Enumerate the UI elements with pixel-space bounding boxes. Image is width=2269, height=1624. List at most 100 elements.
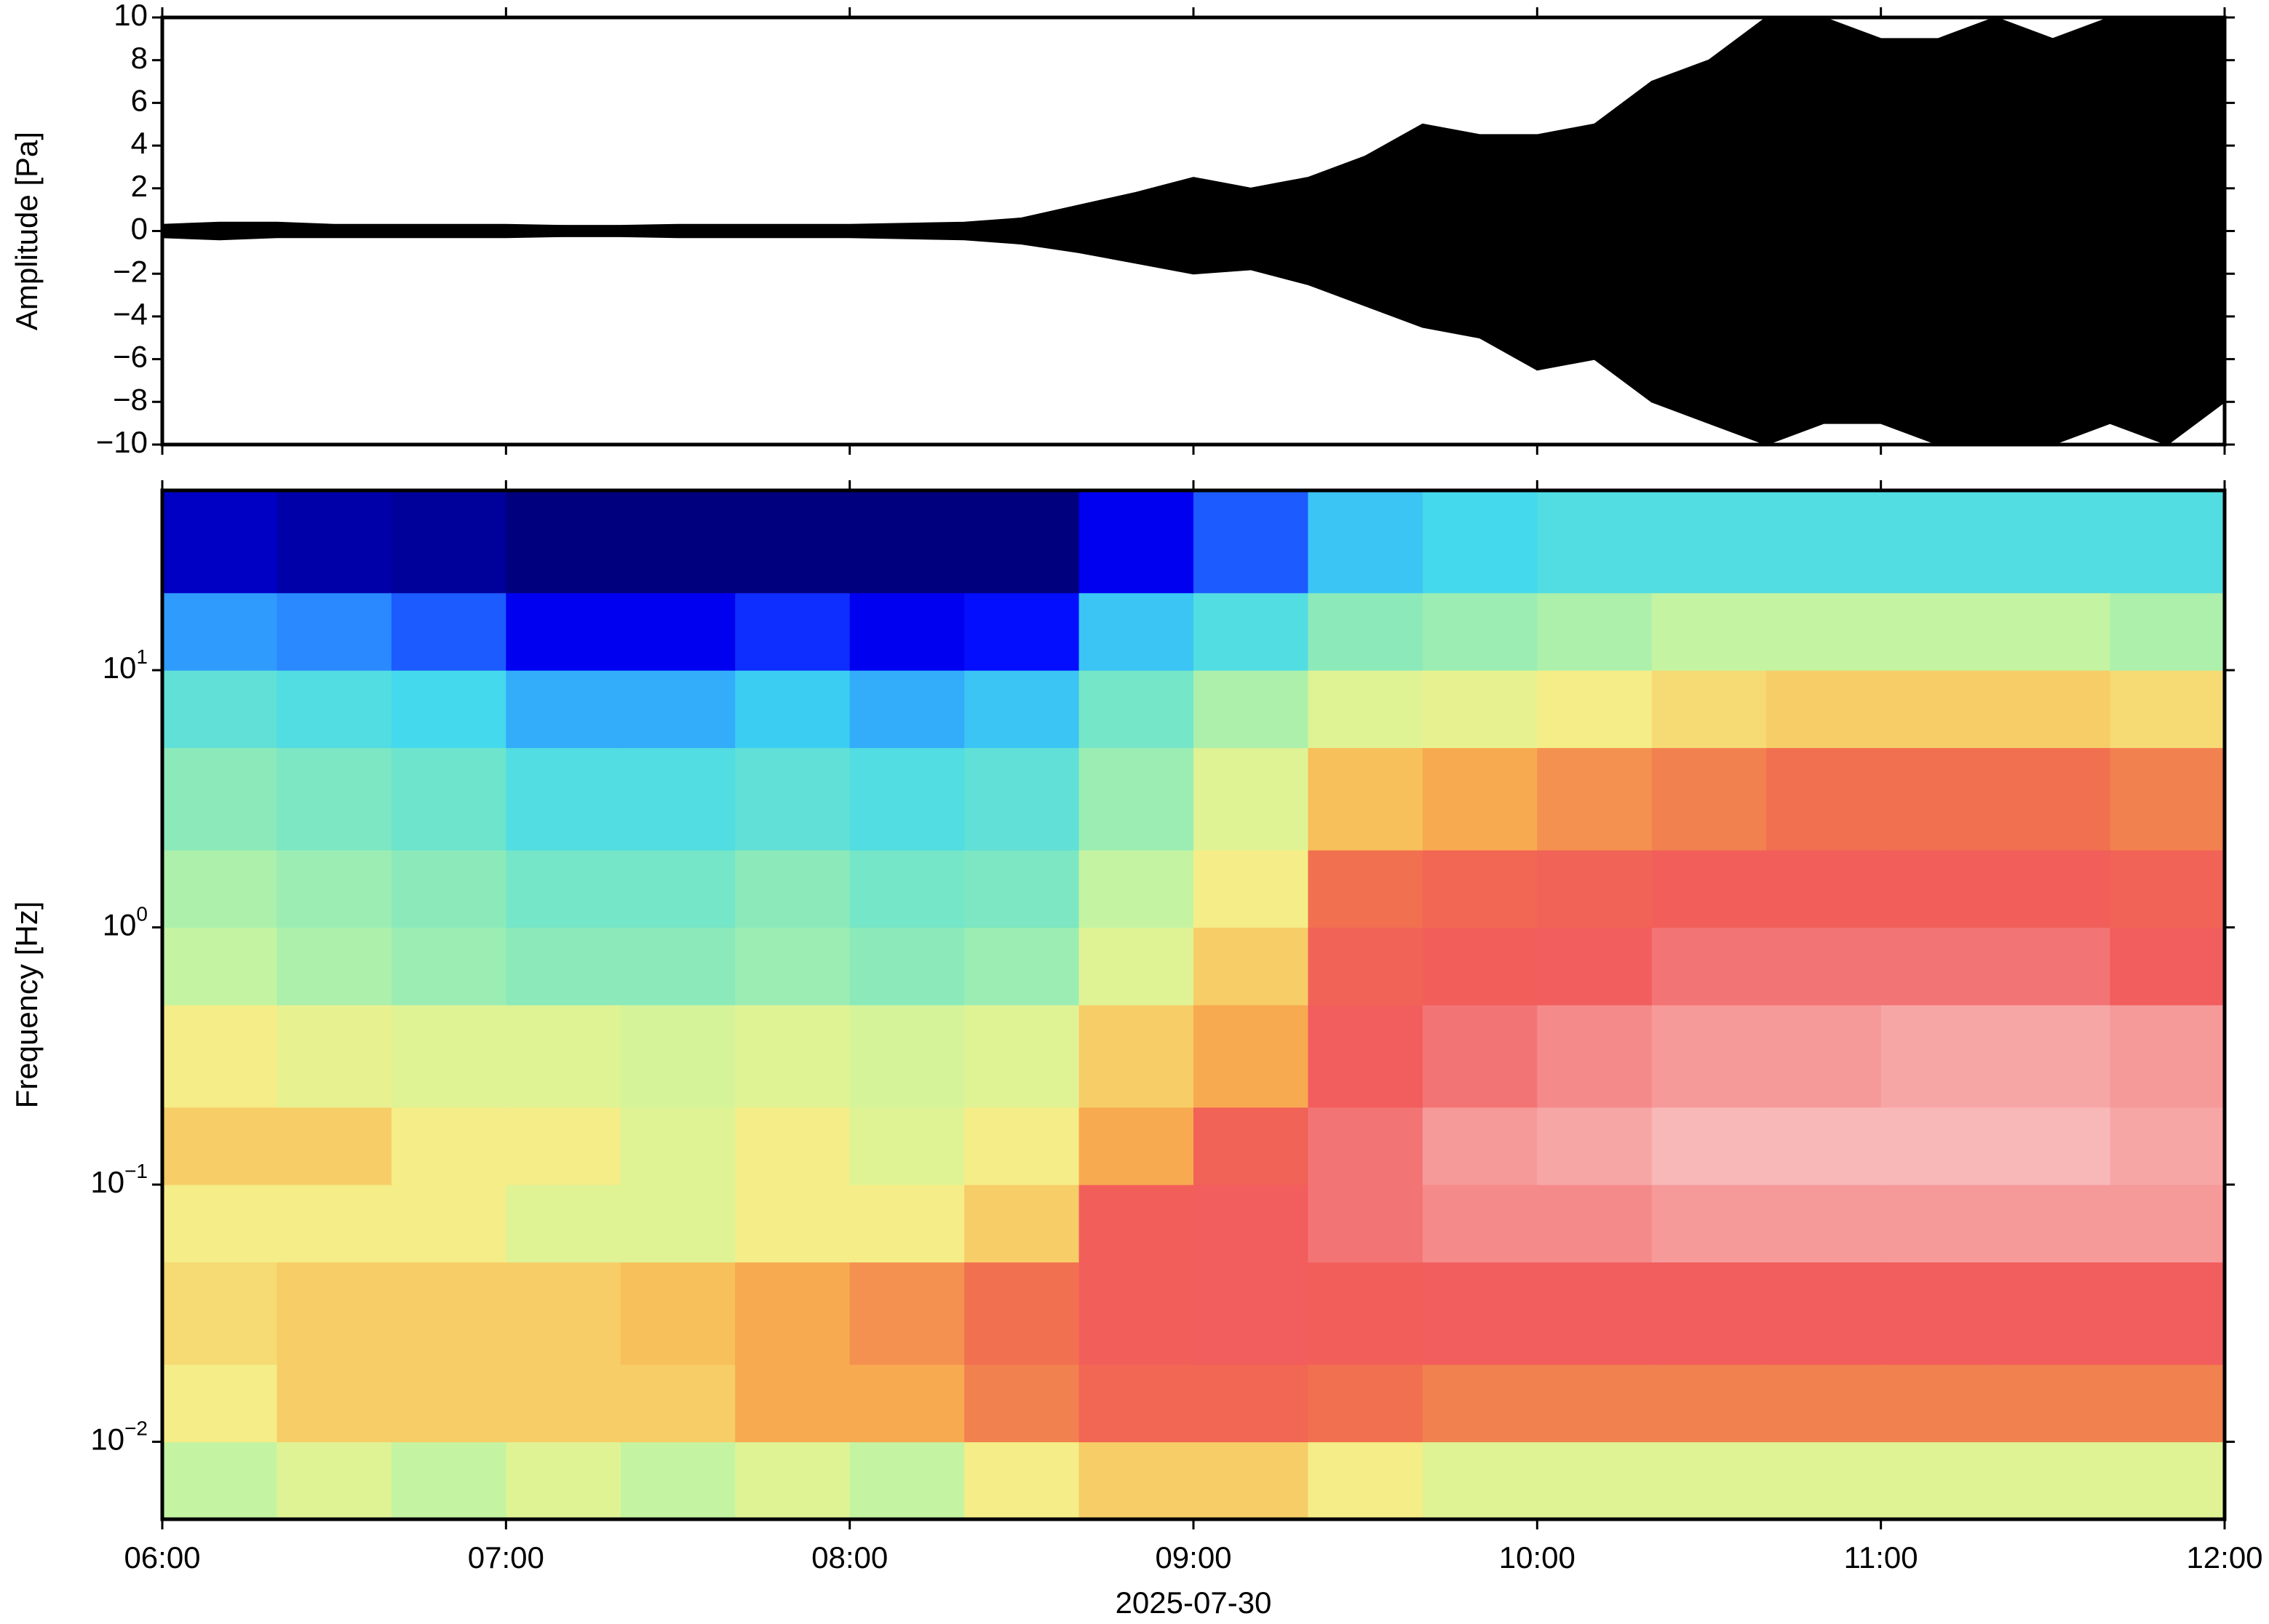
spectrogram-cell <box>277 670 392 749</box>
spectrogram-cell <box>1995 747 2111 851</box>
spectrogram-cell <box>620 670 736 749</box>
spectrogram-cell <box>1651 1107 1767 1185</box>
spectrogram-cell <box>849 1364 965 1443</box>
spectrogram-cell <box>1193 927 1309 1006</box>
spectrogram-cell <box>277 1441 392 1520</box>
waveform-envelope <box>162 16 2225 446</box>
spectrogram-cell <box>162 1185 278 1263</box>
y-tick-label: 10−2 <box>90 1417 148 1457</box>
y-tick-exponent: 0 <box>136 903 148 926</box>
spectrogram-cell <box>162 1364 278 1443</box>
spectrogram-cell <box>1422 927 1538 1006</box>
spectrogram-cell <box>1193 1005 1309 1108</box>
y-tick-base: 10 <box>103 650 137 685</box>
spectrogram-cell <box>2110 592 2225 671</box>
spectrogram-cell <box>1078 1441 1194 1520</box>
spectrogram-cell <box>391 1005 506 1108</box>
spectrogram-cell <box>1078 1185 1194 1263</box>
y-tick-label: 100 <box>103 903 148 942</box>
spectrogram-cell <box>2110 850 2225 928</box>
spectrogram-cell <box>849 1185 965 1263</box>
spectrogram-cell <box>849 850 965 928</box>
spectrogram-cell <box>2110 747 2225 851</box>
spectrogram-cell <box>1078 670 1194 749</box>
spectrogram-cell <box>162 747 278 851</box>
spectrogram-cell <box>1651 927 1767 1006</box>
spectrogram-cell <box>1651 592 1767 671</box>
spectrogram-cell <box>620 927 736 1006</box>
spectrogram-cell <box>735 1364 851 1443</box>
spectrogram-cell <box>1422 850 1538 928</box>
spectrogram-cell <box>1766 747 1882 851</box>
y-tick-label: −8 <box>113 382 148 416</box>
spectrogram-cell <box>391 1185 506 1263</box>
y-tick-label: 10 <box>114 0 148 32</box>
spectrogram-cell <box>1308 592 1423 671</box>
spectrogram-cell <box>1078 490 1194 594</box>
spectrogram-cell <box>964 1185 1080 1263</box>
spectrogram-cell <box>1651 1364 1767 1443</box>
spectrogram-cell <box>735 1005 851 1108</box>
spectrogram-cell <box>2110 670 2225 749</box>
spectrogram-cell <box>1308 1262 1423 1365</box>
spectrogram-cell <box>162 490 278 594</box>
spectrogram-cell <box>1995 490 2111 594</box>
spectrogram-cell <box>1537 747 1653 851</box>
spectrogram-cell <box>964 747 1080 851</box>
spectrogram-cell <box>1880 592 1996 671</box>
spectrogram-cell <box>1308 490 1423 594</box>
spectrogram-cell <box>735 1185 851 1263</box>
spectrogram-cell <box>735 850 851 928</box>
spectrogram-cell <box>506 927 621 1006</box>
spectrogram-cell <box>735 927 851 1006</box>
spectrogram-cell <box>277 747 392 851</box>
spectrogram-cell <box>964 1107 1080 1185</box>
x-tick-label: 07:00 <box>468 1540 544 1575</box>
spectrogram-cell <box>1766 927 1882 1006</box>
spectrogram-cell <box>1766 670 1882 749</box>
spectrogram-cell <box>1308 1364 1423 1443</box>
spectrogram-cell <box>735 1441 851 1520</box>
x-axis-label: 2025-07-30 <box>1116 1585 1272 1620</box>
spectrogram-cell <box>1078 850 1194 928</box>
x-tick-label: 10:00 <box>1499 1540 1575 1575</box>
x-tick-label: 06:00 <box>124 1540 200 1575</box>
spectrogram-cell <box>2110 927 2225 1006</box>
spectrogram-cell <box>735 1262 851 1365</box>
spectrogram-cell <box>849 1262 965 1365</box>
y-axis-label: Amplitude [Pa] <box>9 132 44 330</box>
spectrogram-cell <box>1422 1262 1538 1365</box>
spectrogram-cell <box>1651 747 1767 851</box>
spectrogram-cell <box>1537 927 1653 1006</box>
spectrogram-cell <box>620 850 736 928</box>
spectrogram-cell <box>1193 1107 1309 1185</box>
spectrogram-cell <box>964 592 1080 671</box>
y-tick-label: 8 <box>131 41 148 75</box>
spectrogram-cell <box>1193 670 1309 749</box>
spectrogram-cell <box>1308 1441 1423 1520</box>
y-tick-base: 10 <box>90 1422 124 1457</box>
spectrogram-cell <box>1766 850 1882 928</box>
spectrogram-cell <box>964 1005 1080 1108</box>
spectrogram-cell <box>1078 747 1194 851</box>
spectrogram-cell <box>391 747 506 851</box>
spectrogram-cell <box>1078 1364 1194 1443</box>
spectrogram-cell <box>620 1441 736 1520</box>
spectrogram-cell <box>1308 850 1423 928</box>
spectrogram-cell <box>1995 1107 2111 1185</box>
spectrogram-cell <box>964 850 1080 928</box>
spectrogram-cell <box>506 747 621 851</box>
spectrogram-cell <box>391 490 506 594</box>
spectrogram-cell <box>849 1107 965 1185</box>
spectrogram-cell <box>1193 747 1309 851</box>
spectrogram-cell <box>1651 850 1767 928</box>
spectrogram-cell <box>620 592 736 671</box>
spectrogram-cell <box>2110 1005 2225 1108</box>
spectrogram-cell <box>620 1005 736 1108</box>
spectrogram-cell <box>1078 927 1194 1006</box>
spectrogram-cell <box>1995 592 2111 671</box>
spectrogram-cell <box>1308 670 1423 749</box>
spectrogram-cell <box>1308 1005 1423 1108</box>
spectrogram-cell <box>2110 1364 2225 1443</box>
y-tick-label: −2 <box>113 254 148 288</box>
